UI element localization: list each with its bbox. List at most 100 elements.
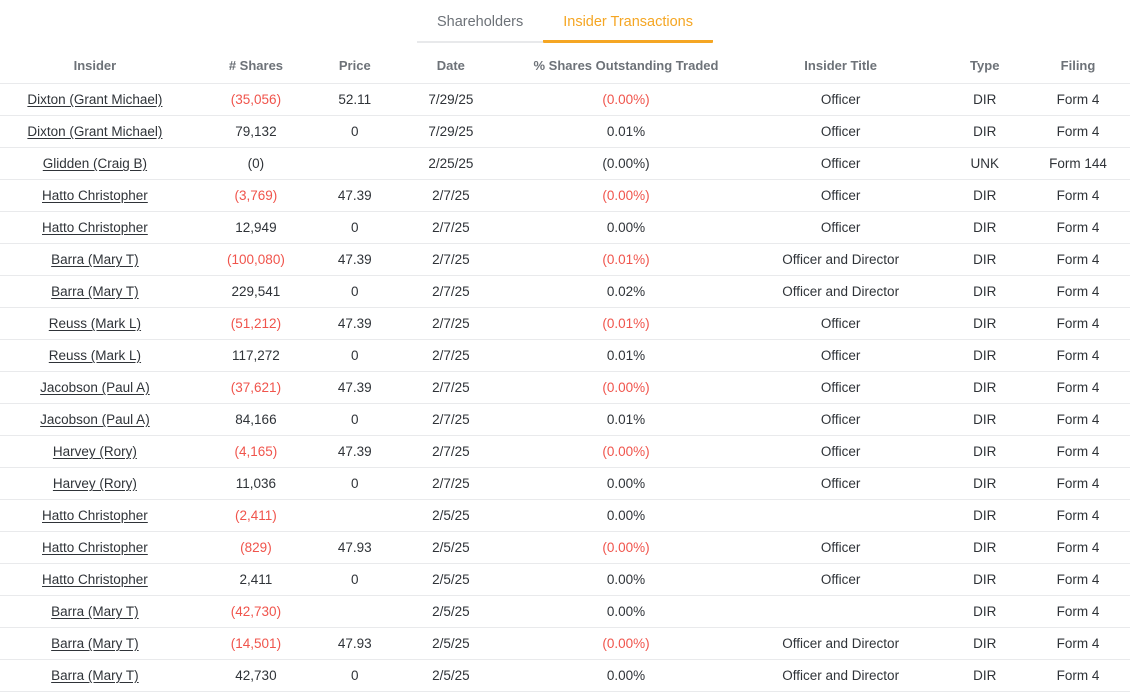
insider-title-cell: Officer <box>737 467 944 500</box>
insider-title-cell: Officer <box>737 339 944 372</box>
date-cell: 2/7/25 <box>387 275 515 308</box>
tab-insider-transactions[interactable]: Insider Transactions <box>543 5 713 43</box>
insider-link[interactable]: Reuss (Mark L) <box>48 316 142 331</box>
insider-title-cell: Officer and Director <box>737 243 944 276</box>
type-cell: DIR <box>943 211 1026 244</box>
table-row: Barra (Mary T) (14,501) 47.93 2/5/25 (0.00%)… <box>0 627 1130 660</box>
shares-cell: (42,730) <box>189 595 323 628</box>
table-row: Barra (Mary T) 229,541 0 2/7/25 0.02% Officer… <box>0 275 1130 308</box>
type-cell: UNK <box>943 147 1026 180</box>
column-header-type: Type <box>970 58 1000 73</box>
type-cell: DIR <box>943 499 1026 532</box>
filing-cell: Form 4 <box>1025 435 1130 468</box>
type-cell: DIR <box>943 595 1026 628</box>
date-cell: 2/7/25 <box>387 307 515 340</box>
insider-link[interactable]: Barra (Mary T) <box>51 636 139 651</box>
pct-outstanding-cell: 0.01% <box>514 339 738 372</box>
tab-shareholders[interactable]: Shareholders <box>416 5 544 43</box>
filing-cell: Form 4 <box>1025 115 1130 148</box>
insider-link[interactable]: Hatto Christopher <box>42 540 148 555</box>
insider-link[interactable]: Hatto Christopher <box>42 220 148 235</box>
shares-cell: (51,212) <box>189 307 323 340</box>
insider-cell: Barra (Mary T) <box>0 243 190 276</box>
insider-link[interactable]: Hatto Christopher <box>42 188 148 203</box>
pct-outstanding-cell: 0.02% <box>514 275 738 308</box>
table-row: Hatto Christopher 2,411 0 2/5/25 0.00% Office… <box>0 563 1130 596</box>
type-cell: DIR <box>943 307 1026 340</box>
insider-cell: Hatto Christopher <box>0 211 190 244</box>
insider-link[interactable]: Barra (Mary T) <box>51 668 139 683</box>
insider-link[interactable]: Harvey (Rory) <box>52 476 137 491</box>
insider-cell: Jacobson (Paul A) <box>0 371 190 404</box>
shares-cell: (0) <box>189 147 323 180</box>
date-cell: 2/7/25 <box>387 339 515 372</box>
insider-link[interactable]: Hatto Christopher <box>42 508 148 523</box>
shares-cell: 11,036 <box>189 467 323 500</box>
pct-outstanding-cell: (0.00%) <box>514 179 738 212</box>
table-row: Barra (Mary T) (42,730) 2/5/25 0.00% DIR Form… <box>0 595 1130 628</box>
table-row: Harvey (Rory) 11,036 0 2/7/25 0.00% Officer DI… <box>0 467 1130 500</box>
insider-link[interactable]: Jacobson (Paul A) <box>40 412 150 427</box>
insider-link[interactable]: Harvey (Rory) <box>52 444 137 459</box>
insider-link[interactable]: Dixton (Grant Michael) <box>27 92 163 107</box>
filing-cell: Form 4 <box>1025 563 1130 596</box>
price-cell: 0 <box>322 467 388 500</box>
type-cell: DIR <box>943 275 1026 308</box>
insider-link[interactable]: Hatto Christopher <box>42 572 148 587</box>
insider-cell: Hatto Christopher <box>0 499 190 532</box>
insider-link[interactable]: Barra (Mary T) <box>51 252 139 267</box>
shares-cell: 229,541 <box>189 275 323 308</box>
insider-cell: Harvey (Rory) <box>0 435 190 468</box>
date-cell: 2/5/25 <box>387 595 515 628</box>
date-cell: 2/5/25 <box>387 499 515 532</box>
column-header-price: Price <box>338 58 371 73</box>
shares-cell: 84,166 <box>189 403 323 436</box>
price-cell: 47.39 <box>322 371 388 404</box>
insider-cell: Harvey (Rory) <box>0 467 190 500</box>
table-row: Hatto Christopher (2,411) 2/5/25 0.00% DIR Fo… <box>0 499 1130 532</box>
table-row: Hatto Christopher (829) 47.93 2/5/25 (0.00%)… <box>0 531 1130 564</box>
insider-link[interactable]: Reuss (Mark L) <box>48 348 142 363</box>
pct-outstanding-cell: 0.00% <box>514 659 738 692</box>
insider-cell: Dixton (Grant Michael) <box>0 83 190 116</box>
insider-title-cell: Officer <box>737 211 944 244</box>
type-cell: DIR <box>943 563 1026 596</box>
insider-cell: Barra (Mary T) <box>0 275 190 308</box>
insider-cell: Reuss (Mark L) <box>0 339 190 372</box>
insider-cell: Barra (Mary T) <box>0 627 190 660</box>
filing-cell: Form 4 <box>1025 179 1130 212</box>
insider-link[interactable]: Jacobson (Paul A) <box>40 380 150 395</box>
filing-cell: Form 4 <box>1025 211 1130 244</box>
insider-title-cell: Officer <box>737 83 944 116</box>
insider-title-cell: Officer <box>737 115 944 148</box>
insider-link[interactable]: Glidden (Craig B) <box>42 156 148 171</box>
pct-outstanding-cell: 0.00% <box>514 499 738 532</box>
insider-cell: Dixton (Grant Michael) <box>0 115 190 148</box>
table-row: Harvey (Rory) (4,165) 47.39 2/7/25 (0.00%) Of… <box>0 435 1130 468</box>
insider-link[interactable]: Dixton (Grant Michael) <box>27 124 163 139</box>
table-row: Reuss (Mark L) 117,272 0 2/7/25 0.01% Officer… <box>0 339 1130 372</box>
table-row: Barra (Mary T) 42,730 0 2/5/25 0.00% Officer … <box>0 659 1130 692</box>
insider-cell: Hatto Christopher <box>0 179 190 212</box>
type-cell: DIR <box>943 659 1026 692</box>
column-header-shares: # Shares <box>228 58 284 73</box>
filing-cell: Form 4 <box>1025 243 1130 276</box>
type-cell: DIR <box>943 627 1026 660</box>
date-cell: 2/7/25 <box>387 211 515 244</box>
insider-title-cell: Officer <box>737 147 944 180</box>
insider-link[interactable]: Barra (Mary T) <box>51 604 139 619</box>
filing-cell: Form 4 <box>1025 467 1130 500</box>
table-row: Jacobson (Paul A) 84,166 0 2/7/25 0.01% Offic… <box>0 403 1130 436</box>
shares-cell: (37,621) <box>189 371 323 404</box>
date-cell: 2/25/25 <box>387 147 515 180</box>
date-cell: 2/7/25 <box>387 467 515 500</box>
type-cell: DIR <box>943 115 1026 148</box>
type-cell: DIR <box>943 83 1026 116</box>
price-cell: 0 <box>322 339 388 372</box>
insider-title-cell: Officer and Director <box>737 627 944 660</box>
insider-link[interactable]: Barra (Mary T) <box>51 284 139 299</box>
filing-cell: Form 4 <box>1025 595 1130 628</box>
insider-title-cell: Officer <box>737 179 944 212</box>
filing-cell: Form 4 <box>1025 499 1130 532</box>
pct-outstanding-cell: (0.00%) <box>514 531 738 564</box>
